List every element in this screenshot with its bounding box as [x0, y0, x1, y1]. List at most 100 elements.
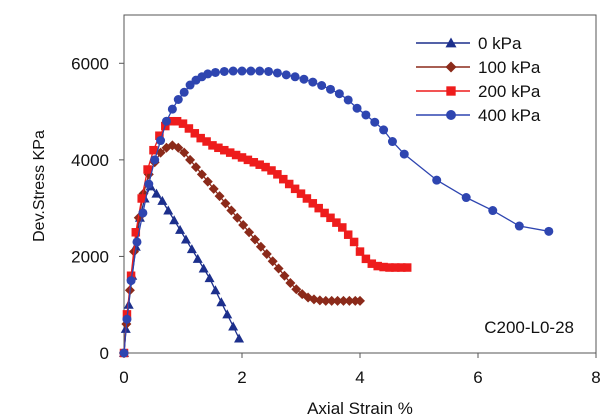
data-point-circle: [161, 116, 171, 126]
x-tick-label: 0: [119, 368, 128, 387]
data-point-triangle: [192, 253, 203, 263]
data-point-diamond: [249, 234, 260, 245]
data-point-circle: [210, 67, 220, 77]
data-point-circle: [167, 104, 177, 114]
data-point-diamond: [220, 198, 231, 209]
data-point-square: [290, 184, 300, 194]
series-line: [123, 120, 408, 354]
data-point-square: [220, 145, 229, 155]
data-point-triangle: [222, 309, 233, 319]
y-tick-label: 0: [100, 344, 109, 363]
data-point-circle: [179, 87, 189, 97]
data-point-circle: [299, 74, 309, 84]
data-point-square: [391, 263, 400, 272]
data-point-diamond: [214, 191, 225, 202]
data-point-square: [308, 199, 318, 208]
data-point-square: [178, 119, 188, 128]
y-tick-label: 2000: [71, 247, 109, 266]
data-point-circle: [122, 314, 132, 324]
data-point-circle: [237, 66, 247, 76]
data-point-triangle: [180, 234, 191, 244]
data-point-circle: [352, 103, 362, 113]
data-point-circle: [150, 155, 160, 165]
data-point-circle: [326, 84, 335, 94]
data-point-square: [166, 116, 176, 126]
data-point-circle: [399, 149, 409, 159]
data-point-circle: [461, 193, 471, 203]
data-point-circle: [514, 221, 524, 231]
data-point-circle: [334, 89, 344, 99]
data-point-square: [261, 162, 270, 172]
legend-marker-diamond: [445, 61, 457, 73]
data-point-triangle: [216, 297, 227, 307]
data-point-square: [131, 228, 141, 237]
data-point-diamond: [326, 295, 337, 306]
legend-item: 200 kPa: [416, 82, 541, 101]
data-point-circle: [132, 237, 142, 247]
legend-item: 400 kPa: [416, 106, 541, 125]
legend-label: 0 kPa: [478, 34, 522, 53]
data-point-square: [196, 133, 205, 143]
data-point-square: [237, 153, 247, 162]
data-point-triangle: [175, 224, 186, 234]
data-point-diamond: [320, 295, 331, 306]
data-point-diamond: [285, 277, 296, 288]
legend-marker-triangle: [445, 37, 457, 48]
y-axis-title: Dev.Stress KPa: [31, 130, 48, 242]
data-point-diamond: [291, 284, 302, 295]
series-1: [119, 140, 365, 358]
data-point-diamond: [208, 183, 219, 194]
data-point-diamond: [190, 162, 201, 173]
series-layer: [119, 66, 554, 358]
data-point-square: [355, 247, 365, 256]
data-point-square: [172, 116, 182, 126]
data-point-circle: [156, 136, 166, 146]
data-point-circle: [219, 66, 229, 76]
legend-label: 400 kPa: [478, 106, 541, 125]
data-point-triangle: [157, 195, 168, 205]
data-point-square: [302, 194, 312, 203]
data-point-diamond: [196, 169, 207, 180]
data-point-triangle: [163, 205, 174, 215]
data-point-diamond: [244, 227, 255, 238]
data-point-square: [373, 261, 382, 271]
data-point-diamond: [344, 295, 355, 306]
data-point-square: [143, 165, 152, 174]
data-point-circle: [488, 206, 498, 216]
series-3: [119, 66, 554, 358]
y-axis: 0 2000 4000 6000: [71, 54, 124, 363]
data-point-square: [397, 263, 406, 272]
x-tick-label: 4: [355, 368, 364, 387]
data-point-square: [155, 131, 164, 140]
data-point-square: [296, 189, 306, 198]
data-point-square: [190, 129, 200, 138]
data-point-square: [379, 262, 388, 272]
x-tick-label: 8: [591, 368, 600, 387]
data-point-diamond: [261, 249, 272, 260]
data-point-square: [361, 254, 371, 264]
data-point-square: [332, 218, 341, 227]
data-point-square: [137, 194, 146, 203]
data-point-triangle: [228, 321, 239, 331]
data-point-diamond: [238, 220, 249, 231]
data-point-square: [243, 155, 253, 165]
x-axis: 0 2 4 6 8: [119, 353, 601, 387]
data-point-circle: [387, 137, 397, 147]
data-point-circle: [290, 72, 300, 82]
data-point-circle: [203, 69, 213, 79]
data-point-triangle: [151, 188, 162, 198]
data-point-square: [343, 230, 353, 239]
data-point-diamond: [232, 212, 243, 223]
data-point-square: [231, 150, 241, 160]
data-point-circle: [138, 208, 148, 218]
data-point-square: [349, 237, 359, 247]
data-point-triangle: [204, 273, 215, 283]
legend-label: 100 kPa: [478, 58, 541, 77]
data-point-circle: [370, 117, 380, 127]
data-point-square: [126, 271, 136, 280]
data-point-diamond: [273, 263, 284, 274]
x-axis-title: Axial Strain %: [307, 399, 413, 417]
data-point-square: [284, 179, 294, 189]
data-point-triangle: [234, 333, 245, 343]
data-point-diamond: [202, 176, 213, 187]
